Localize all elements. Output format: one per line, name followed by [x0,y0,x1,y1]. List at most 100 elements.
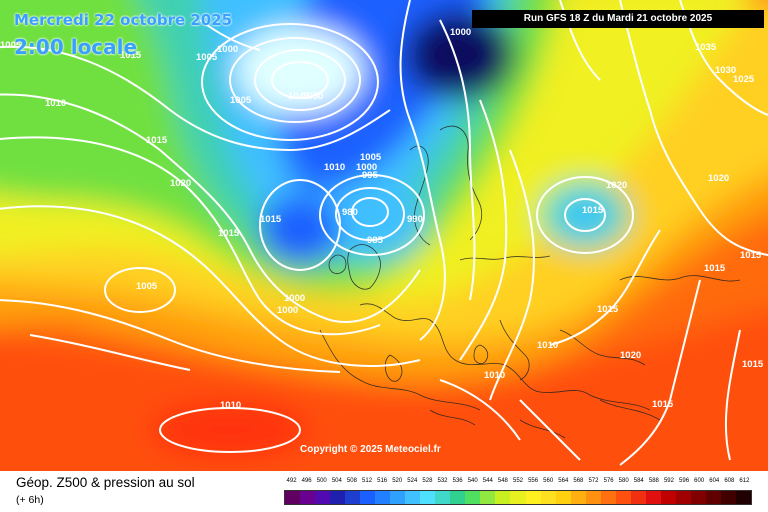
isobars [0,0,768,465]
legend-swatch [300,491,316,504]
isobar-label: 1005 [136,281,158,292]
legend-label: 500 [316,478,327,484]
legend-label: 512 [362,478,373,484]
isobar-label: 1010 [220,400,241,411]
copyright-notice: Copyright © 2025 Meteociel.fr [300,444,441,455]
isobar-label: 1015 [740,250,762,261]
legend-label: 608 [724,478,735,484]
legend-swatch [405,491,421,504]
legend-label: 552 [512,478,524,484]
legend-swatch [375,491,391,504]
legend-label: 540 [467,478,478,484]
legend-label: 504 [331,478,342,484]
legend-labels: 492 496 500 504 508 512 516 520 524 528 532 536 540 5… [284,478,752,488]
legend-swatch [570,491,586,504]
legend-swatch [390,491,406,504]
isobar-label: 1005 [360,152,382,163]
legend-swatch [540,491,556,504]
forecast-date-title: Mercredi 22 octobre 2025 [14,11,233,29]
color-legend [284,490,752,505]
legend-swatch [330,491,346,504]
legend-swatch [735,491,751,504]
legend-swatch [675,491,691,504]
legend-swatch [480,491,496,504]
isobar-label: 985 [367,235,384,246]
legend-label: 580 [618,478,629,484]
isobar-label: 980 [342,207,358,218]
weather-map: 1015 1005 1000 1005 1005 1010 1045 1050 … [0,0,768,471]
isobar-label: 1020 [708,173,729,184]
isobar-label: 1015 [742,359,764,370]
isobar-label: 1015 [260,214,282,225]
legend-swatch [495,491,511,504]
legend-swatch [435,491,451,504]
legend-swatch [720,491,736,504]
isobar-label: 1010 [45,98,66,109]
legend-swatch [420,491,436,504]
legend-swatch [465,491,481,504]
isobar-label: 1010 [324,162,345,173]
isobar-label: 1020 [606,180,627,191]
isobar-label: 1035 [695,42,717,53]
legend-label: 556 [528,478,539,484]
run-banner: Run GFS 18 Z du Mardi 21 octobre 2025 [472,10,764,28]
legend-swatch [525,491,541,504]
isobar-label: 1015 [146,135,168,146]
legend-label: 496 [301,478,312,484]
legend-label: 592 [663,478,674,484]
isobar-label: 1045 [288,91,310,102]
isobar-label: 1015 [582,205,604,216]
legend-label: 604 [709,478,720,484]
legend-swatch [510,491,526,504]
isobar-label: 990 [407,214,423,225]
legend-label: 528 [422,478,433,484]
isobar-label: 1015 [704,263,726,274]
legend-label: 524 [407,478,418,484]
legend-label: 612 [739,478,750,484]
legend-swatch [285,491,301,504]
legend-label: 560 [543,478,554,484]
isobar-label: 1020 [620,350,641,361]
isobar-label: 1005 [0,40,22,51]
product-subtitle: (+ 6h) [16,494,44,506]
legend-label: 568 [573,478,584,484]
footer-panel: Géop. Z500 & pression au sol (+ 6h) 492 4… [0,471,768,512]
isobar-label: 1030 [715,65,736,76]
legend-label: 564 [558,478,569,484]
legend-label: 572 [588,478,599,484]
legend-label: 548 [497,478,508,484]
product-title: Géop. Z500 & pression au sol [16,475,195,490]
legend-label: 584 [633,478,644,484]
legend-label: 588 [648,478,659,484]
legend-swatch [360,491,376,504]
legend-label: 600 [694,478,705,484]
legend-label: 520 [392,478,403,484]
isobar-label: 1025 [733,74,755,85]
isobar-label: 1000 [450,27,471,38]
legend-swatch [345,491,361,504]
isobar-label: 1010 [484,370,505,381]
legend-swatch [705,491,721,504]
isobar-labels: 1015 1005 1000 1005 1005 1010 1045 1050 … [0,27,764,411]
isobar-label: 1005 [230,95,252,106]
legend-label: 576 [603,478,614,484]
coastlines [319,125,741,439]
isobar-label: 1020 [170,178,191,189]
isobar-label: 1000 [277,305,298,316]
legend-swatch [645,491,661,504]
legend-label: 536 [452,478,463,484]
legend-swatch [315,491,331,504]
legend-label: 508 [346,478,357,484]
isobar-label: 1005 [196,52,218,63]
isobar-label: 1015 [120,50,142,61]
isobar-label: 1010 [537,340,558,351]
isobar-label: 1015 [652,399,674,410]
isobar-label: 1000 [356,162,377,173]
legend-swatch [600,491,616,504]
isobar-label: 1000 [217,44,238,55]
isobar-label: 995 [362,170,379,181]
legend-swatch [450,491,466,504]
legend-label: 532 [437,478,448,484]
legend-swatch [630,491,646,504]
forecast-time-title: 2:00 locale [14,35,138,59]
